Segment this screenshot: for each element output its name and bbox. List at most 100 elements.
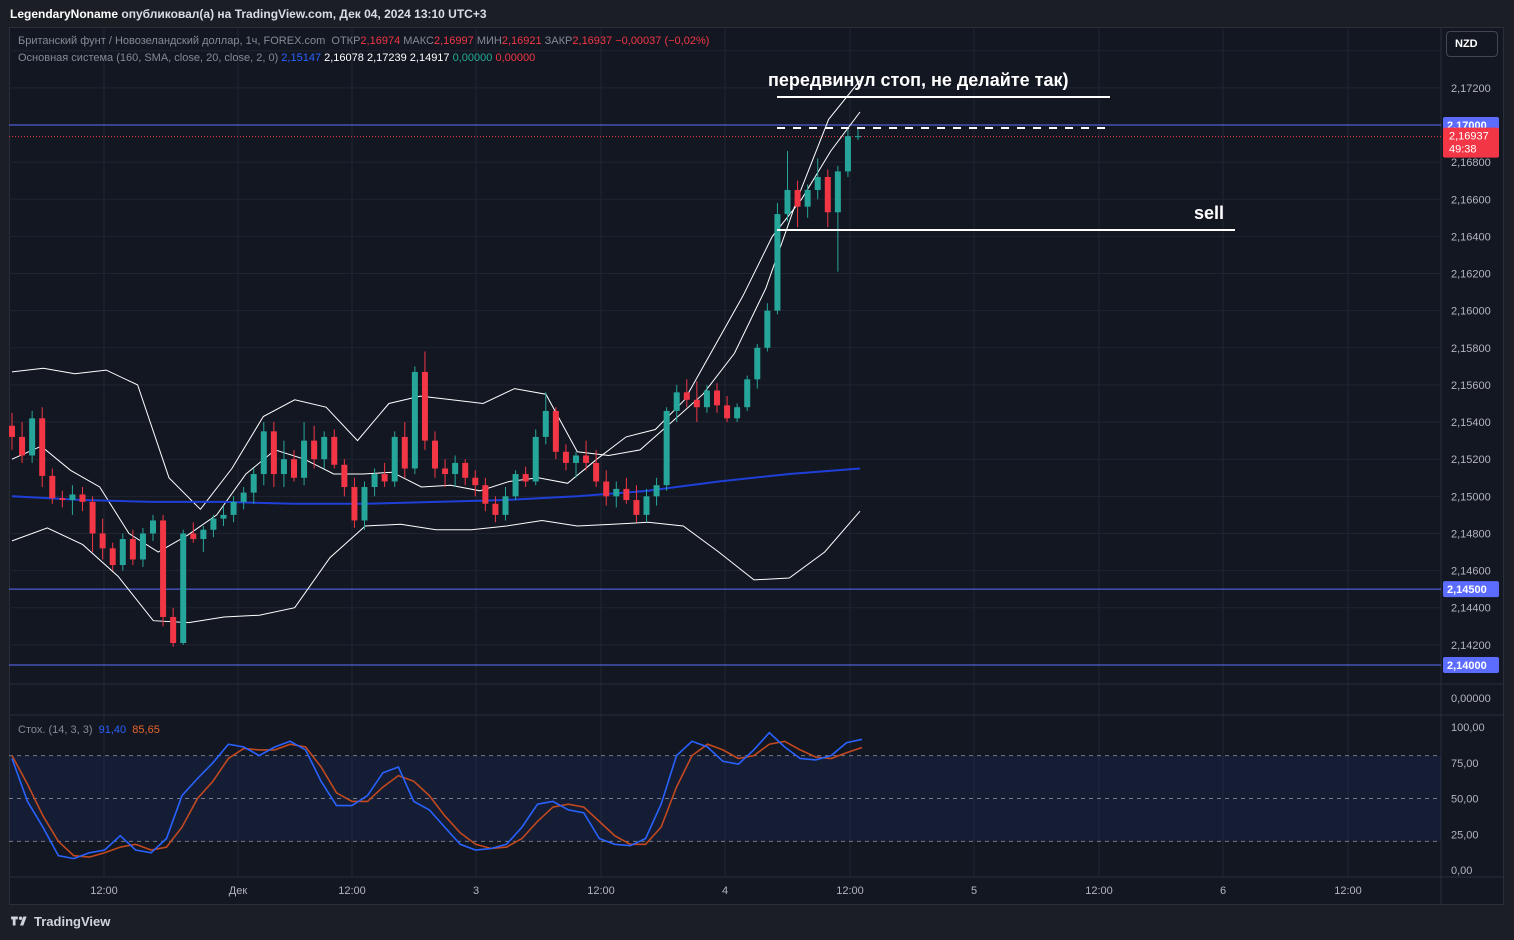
candle-body [301, 440, 308, 478]
y-tick-label: 2,15200 [1451, 454, 1491, 466]
candle-body [89, 501, 96, 534]
candle-body [331, 436, 338, 465]
y-tick-label: 2,14200 [1451, 640, 1491, 652]
y-tick-label: 2,14800 [1451, 528, 1491, 540]
candle-body [29, 418, 36, 456]
candle-body [411, 371, 418, 469]
y-tick-label: 2,15400 [1451, 417, 1491, 429]
x-tick-label: 12:00 [338, 885, 366, 897]
candle-body [764, 310, 771, 348]
y-tick-label: 2,16000 [1451, 306, 1491, 318]
candle-body [240, 492, 247, 502]
candle-body [613, 488, 620, 497]
stoch-k-line [11, 731, 863, 860]
y-tick-label: 2,17200 [1451, 83, 1491, 95]
open-label: ОТКР [331, 35, 361, 47]
author-name[interactable]: LegendaryNoname [10, 7, 119, 21]
candle-body [573, 455, 579, 463]
candle-body [734, 407, 741, 419]
price-chart[interactable]: 2,174002,172002,170002,168002,166002,164… [9, 27, 1504, 905]
last-price-label-bg [1443, 127, 1499, 158]
close-value: 2,16937 [572, 35, 613, 47]
stoch-y-tick-label: 50,00 [1451, 794, 1479, 806]
candle-body [160, 520, 167, 618]
level-label-bg [1443, 581, 1499, 598]
last-price-label: 2,16937 [1449, 131, 1489, 143]
candle-body [391, 436, 398, 482]
candle-body [714, 390, 720, 406]
candle-body [170, 617, 177, 644]
candle-body [462, 462, 469, 478]
candle-body [180, 533, 187, 644]
x-tick-label: 4 [722, 885, 728, 897]
x-tick-label: Дек [229, 885, 248, 897]
candle-body [784, 189, 791, 215]
indicator-legend: Основная система (160, SMA, close, 20, c… [18, 52, 535, 64]
publish-header: LegendaryNoname опубликовал(а) на Tradin… [0, 0, 1514, 28]
stochastic-name[interactable]: Стох. (14, 3, 3) [18, 724, 93, 736]
candle-body [603, 481, 610, 497]
y-tick-label: 2,15000 [1451, 491, 1491, 503]
indicator-value-3: 2,17239 [366, 52, 407, 64]
candle-body [562, 451, 569, 463]
high-label: МАКС [403, 35, 434, 47]
candle-body [703, 390, 710, 408]
candle-body [844, 136, 851, 172]
countdown-label: 49:38 [1449, 144, 1477, 156]
x-tick-label: 12:00 [1085, 885, 1113, 897]
candle-body [311, 440, 318, 460]
candle-body [633, 500, 640, 515]
symbol-legend: Британский фунт / Новозеландский доллар,… [18, 35, 709, 47]
candle-body [39, 418, 46, 476]
candle-body [119, 539, 126, 566]
footer-brand[interactable]: TradingView [10, 912, 110, 932]
y-tick-label: 2,16800 [1451, 157, 1491, 169]
candle-body [482, 485, 489, 504]
sma-line [11, 467, 861, 505]
candle-body [522, 474, 529, 482]
stochastic-k-value: 91,40 [98, 724, 127, 736]
candle-body [824, 176, 831, 213]
candle-body [150, 520, 156, 534]
candle-body [371, 474, 378, 488]
y-tick-label: 2,16600 [1451, 194, 1491, 206]
candle-body [552, 410, 559, 452]
y-tick-label: 0,00000 [1451, 693, 1491, 705]
indicator-value-5: 0,00000 [452, 52, 493, 64]
brand-name: TradingView [34, 914, 111, 929]
currency-button[interactable]: NZD [1446, 31, 1498, 57]
stoch-y-tick-label: 0,00 [1451, 865, 1472, 877]
stop-annotation: передвинул стоп, не делайте так) [768, 70, 1069, 90]
indicator-name[interactable]: Основная система (160, SMA, close, 20, c… [18, 52, 279, 64]
open-value: 2,16974 [360, 35, 401, 47]
candle-body [9, 425, 15, 437]
candle-body [49, 475, 56, 499]
candle-body [794, 189, 801, 207]
candle-body [59, 498, 66, 501]
level-label-bg [1443, 657, 1499, 673]
chart-frame [9, 27, 1504, 905]
candle-body [804, 189, 811, 207]
candle-body [190, 533, 197, 540]
x-tick-label: 12:00 [587, 885, 615, 897]
indicator-value-6: 0,00000 [495, 52, 536, 64]
stochastic-legend: Стох. (14, 3, 3) 91,40 85,65 [18, 724, 160, 736]
candle-body [129, 539, 136, 560]
low-value: 2,16921 [501, 35, 542, 47]
candle-body [109, 548, 116, 566]
candle-body [855, 136, 861, 138]
candle-body [492, 503, 499, 515]
y-tick-label: 2,16400 [1451, 231, 1491, 243]
candle-body [341, 464, 348, 488]
x-tick-label: 6 [1220, 885, 1226, 897]
candle-body [69, 494, 76, 501]
candle-body [99, 533, 106, 549]
candle-body [210, 518, 217, 530]
candle-body [361, 487, 368, 521]
stoch-y-tick-label: 25,00 [1451, 829, 1479, 841]
symbol-title[interactable]: Британский фунт / Новозеландский доллар,… [18, 35, 326, 47]
x-tick-label: 12:00 [836, 885, 864, 897]
candle-body [280, 459, 287, 475]
y-tick-label: 2,14400 [1451, 603, 1491, 615]
stoch-y-tick-label: 100,00 [1451, 722, 1485, 734]
